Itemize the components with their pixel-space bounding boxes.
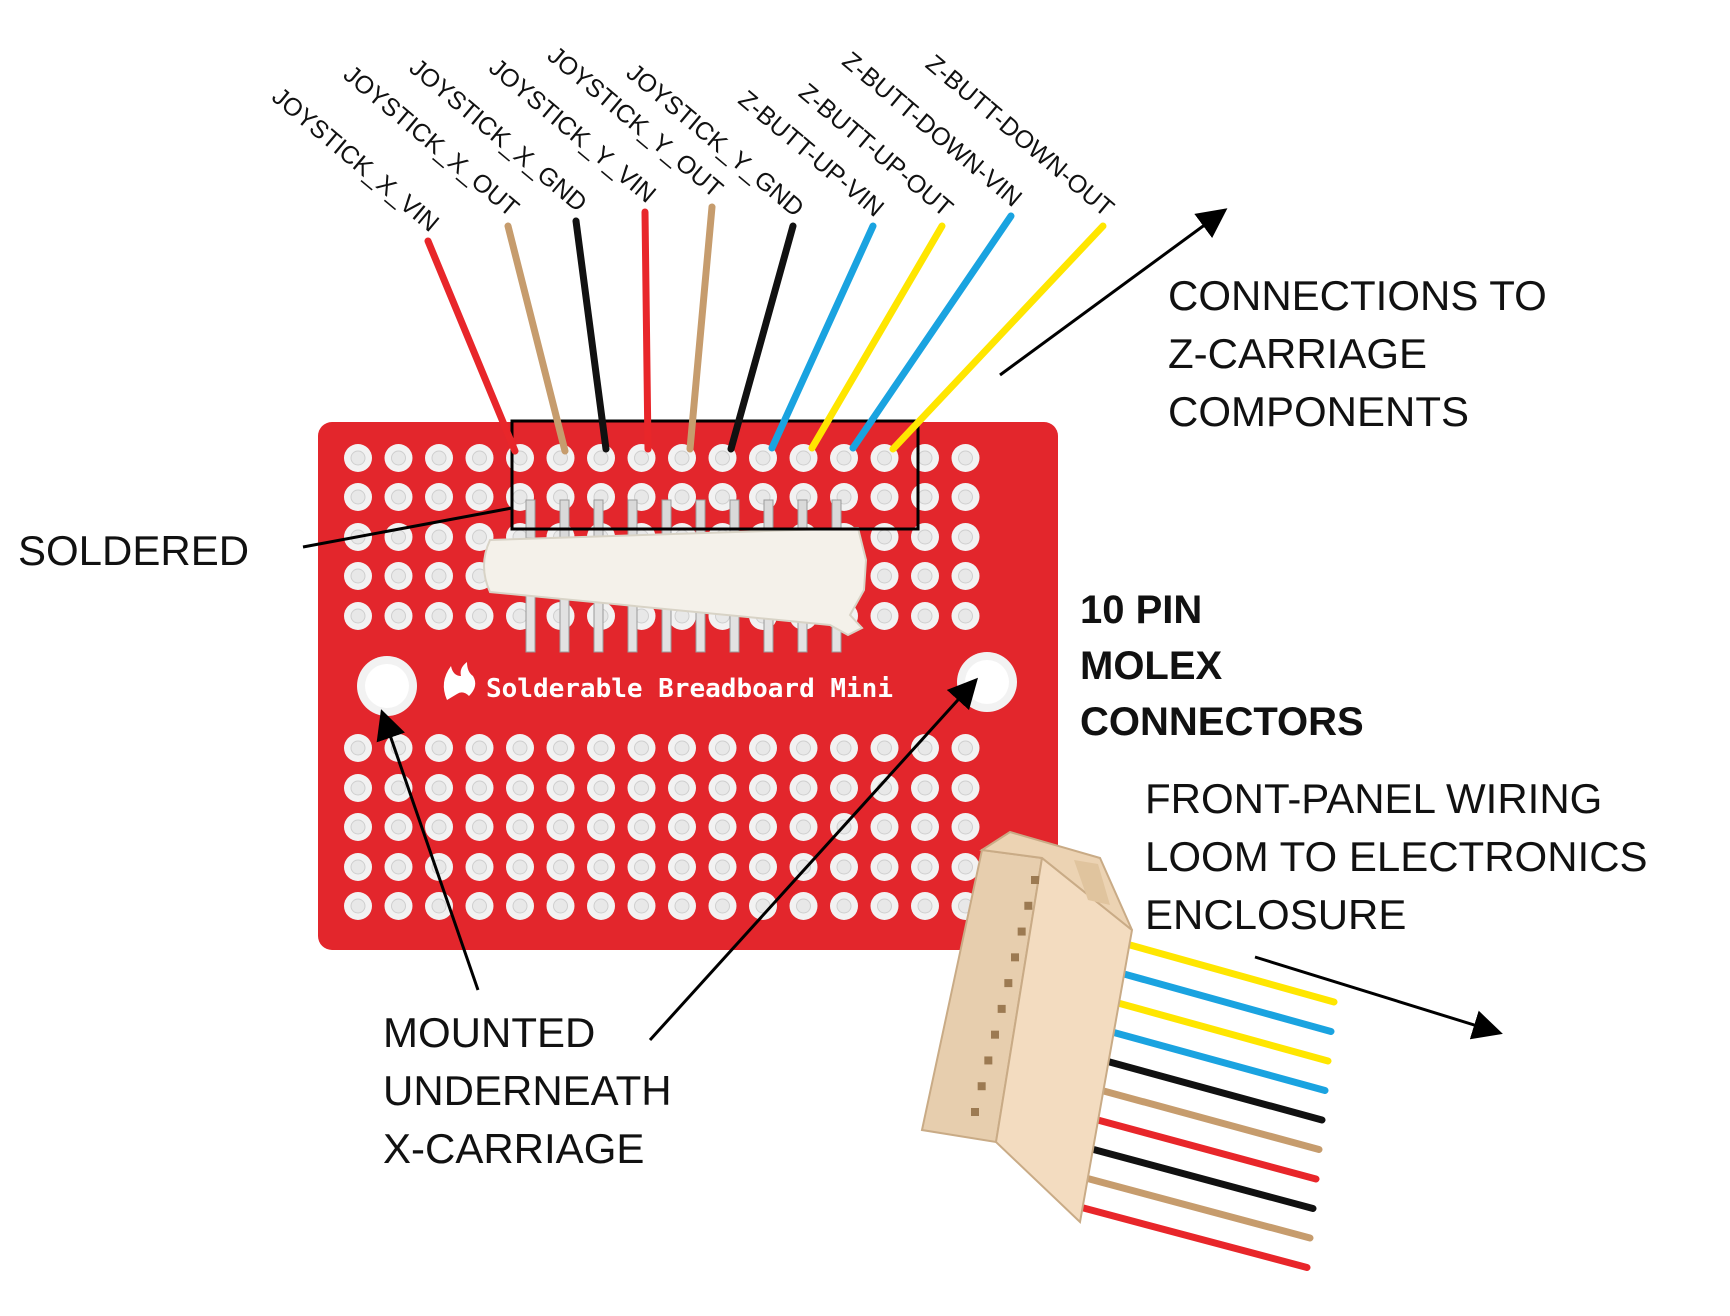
header-pin-top — [559, 499, 570, 539]
molex-connector — [920, 830, 1338, 1271]
pin-header — [483, 499, 868, 653]
molex-pin-slot — [1017, 927, 1026, 936]
molex-pin-slot — [977, 1082, 986, 1091]
header-pin-top — [627, 499, 638, 539]
svg-text:Z-CARRIAGE: Z-CARRIAGE — [1168, 330, 1427, 377]
soldered-label: SOLDERED — [18, 527, 249, 574]
wire-z-butt-up-vin — [768, 222, 877, 452]
molex-pin-slot — [1024, 901, 1033, 910]
soldered-leader — [302, 506, 513, 549]
loom-wire — [1090, 1115, 1320, 1183]
wire-joystick-y-vin — [641, 208, 652, 453]
loom-wires — [1072, 941, 1338, 1271]
wire-label: JOYSTICK_X_VIN — [266, 82, 444, 237]
svg-text:X-CARRIAGE: X-CARRIAGE — [383, 1125, 644, 1172]
top-wires — [424, 203, 1107, 455]
header-pin-bottom — [525, 587, 536, 653]
header-pin-top — [525, 499, 536, 539]
svg-text:COMPONENTS: COMPONENTS — [1168, 388, 1469, 435]
svg-text:MOLEX: MOLEX — [1080, 644, 1223, 688]
arrow-front-panel — [1254, 955, 1503, 1040]
svg-text:ENCLOSURE: ENCLOSURE — [1145, 891, 1406, 938]
header-plastic-housing — [483, 526, 868, 637]
molex-pin-slot — [997, 1004, 1006, 1013]
breadboard: Solderable Breadboard Mini — [318, 422, 1058, 950]
arrow-mounted-left — [376, 709, 480, 991]
loom-wire — [1126, 941, 1338, 1006]
mounted-label: MOUNTED UNDERNEATH X-CARRIAGE — [383, 1009, 672, 1172]
loom-wire — [1078, 1173, 1314, 1242]
wire-joystick-x-out — [504, 222, 569, 455]
svg-text:UNDERNEATH: UNDERNEATH — [383, 1067, 672, 1114]
header-pin-top — [593, 499, 604, 539]
svg-text:MOUNTED: MOUNTED — [383, 1009, 595, 1056]
loom-wire — [1120, 970, 1335, 1035]
loom-wire — [1096, 1086, 1323, 1153]
molex-pin-slot — [971, 1108, 979, 1116]
molex-pin-slot — [1011, 953, 1019, 962]
arrow-z-carriage — [999, 208, 1228, 377]
soldered-highlight-box — [510, 419, 920, 531]
molex-pin-slot — [1031, 876, 1039, 884]
wire-labels: JOYSTICK_X_VINJOYSTICK_X_OUTJOYSTICK_X_G… — [266, 41, 1119, 238]
loom-wire — [1114, 999, 1332, 1065]
svg-text:10 PIN: 10 PIN — [1080, 588, 1202, 632]
molex-label: 10 PIN MOLEX CONNECTORS — [1080, 588, 1364, 744]
sparkfun-logo-icon — [443, 662, 476, 700]
wire-joystick-x-gnd — [572, 217, 610, 453]
molex-latch — [1074, 860, 1110, 905]
z-carriage-label: CONNECTIONS TO Z-CARRIAGE COMPONENTS — [1168, 272, 1547, 435]
header-pin-top — [661, 499, 672, 539]
loom-wire — [1102, 1057, 1326, 1124]
wire-z-butt-down-out — [889, 222, 1107, 453]
molex-pin-slot — [984, 1056, 993, 1065]
wire-joystick-y-out — [686, 203, 716, 453]
svg-text:CONNECTIONS TO: CONNECTIONS TO — [1168, 272, 1547, 319]
front-panel-label: FRONT-PANEL WIRING LOOM TO ELECTRONICS E… — [1145, 775, 1648, 938]
molex-pin-slot — [1004, 979, 1013, 988]
wire-z-butt-up-out — [808, 222, 946, 452]
molex-pin-slots — [971, 876, 1039, 1116]
svg-text:FRONT-PANEL WIRING: FRONT-PANEL WIRING — [1145, 775, 1602, 822]
molex-pin-slot — [991, 1030, 999, 1039]
loom-wire — [1108, 1028, 1329, 1094]
wire-joystick-y-gnd — [727, 222, 797, 453]
arrow-mounted-right — [648, 677, 979, 1042]
molex-body-top — [979, 830, 1133, 931]
svg-text:LOOM TO ELECTRONICS: LOOM TO ELECTRONICS — [1145, 833, 1648, 880]
svg-text:CONNECTORS: CONNECTORS — [1080, 700, 1364, 744]
board-title: Solderable Breadboard Mini — [486, 674, 893, 704]
wire-z-butt-down-vin — [849, 212, 1015, 452]
loom-wire — [1072, 1202, 1311, 1271]
wire-joystick-x-vin — [424, 237, 519, 455]
loom-wire — [1084, 1144, 1317, 1212]
